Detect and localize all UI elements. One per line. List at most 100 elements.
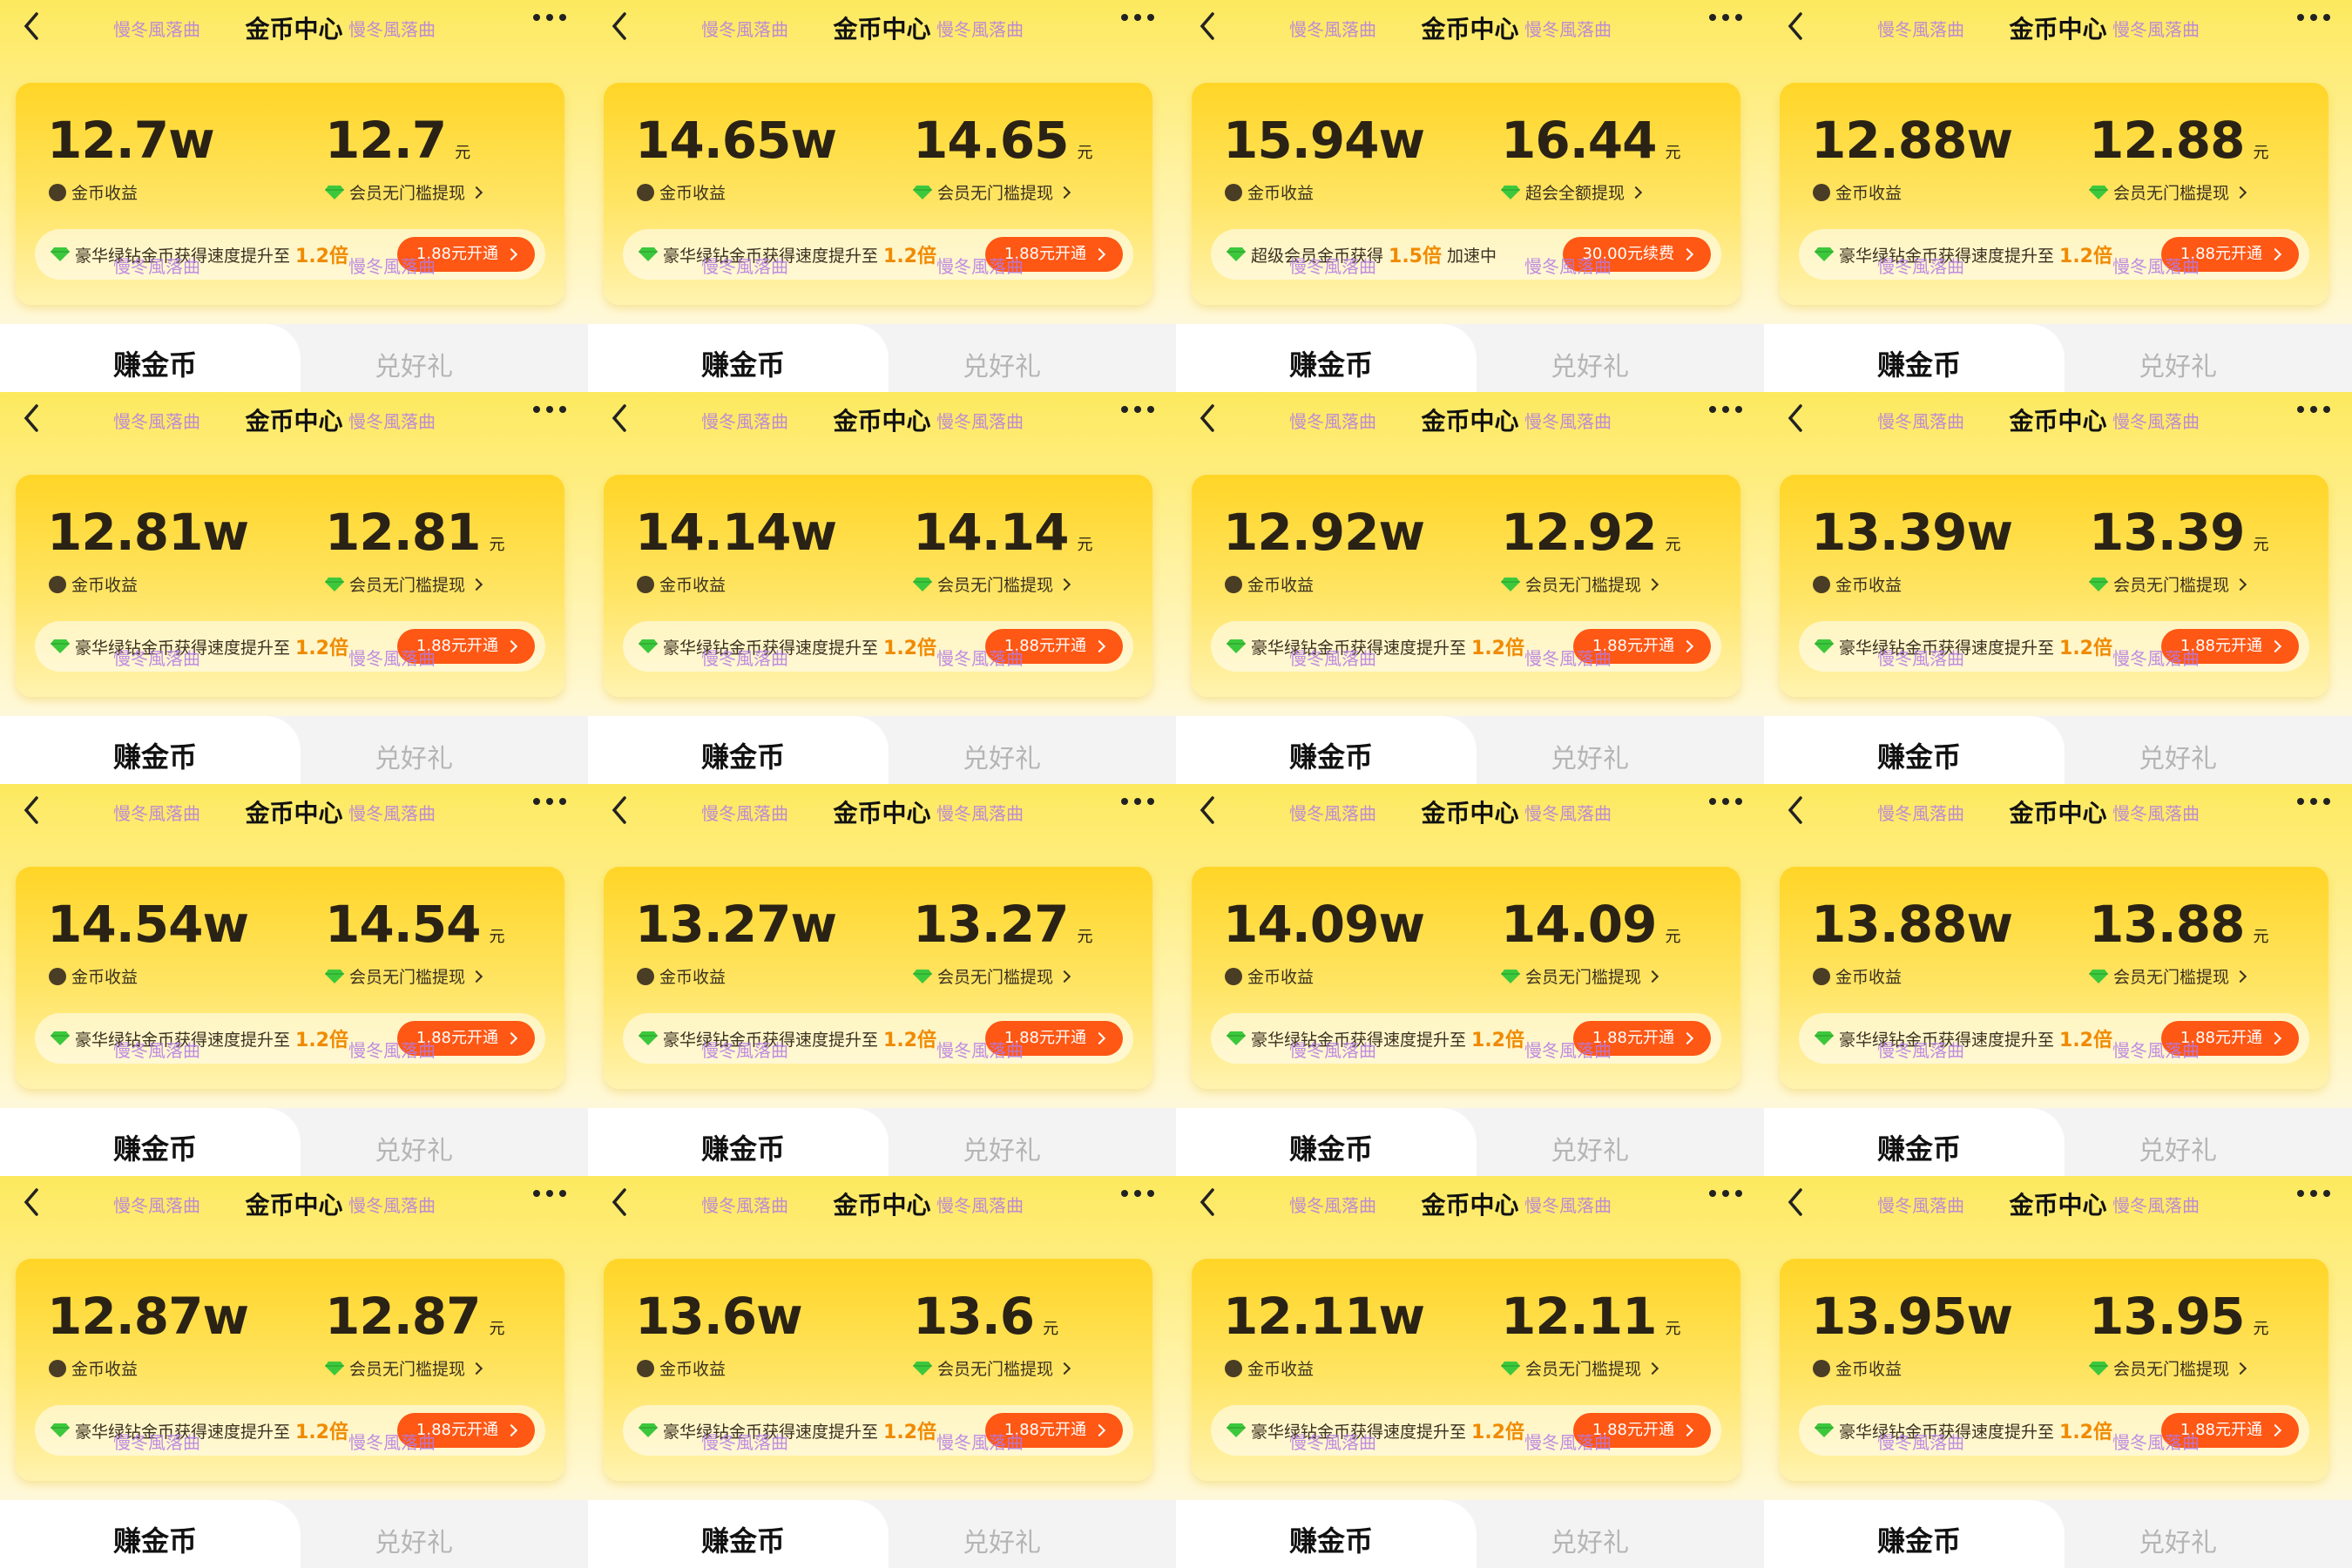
back-button[interactable] [1197,402,1218,434]
withdraw-link[interactable]: 会员无门槛提现 [2089,180,2247,204]
tab-redeem[interactable]: 兑好礼 [963,1136,1041,1166]
tab-earn[interactable]: 赚金币 [1289,740,1374,774]
withdraw-link[interactable]: 会员无门槛提现 [913,180,1071,204]
more-button[interactable] [2296,12,2331,23]
withdraw-link[interactable]: 会员无门槛提现 [2089,964,2247,988]
back-button[interactable] [1197,1186,1218,1218]
more-button[interactable] [532,404,567,415]
tab-earn[interactable]: 赚金币 [1877,348,1962,382]
more-button[interactable] [1708,796,1743,807]
back-button[interactable] [1785,10,1806,42]
tab-earn[interactable]: 赚金币 [1877,1524,1962,1558]
more-button[interactable] [1708,12,1743,23]
promo-button[interactable]: 1.88元开通 [984,1413,1123,1448]
more-button[interactable] [2296,404,2331,415]
back-button[interactable] [21,402,42,434]
promo-button[interactable]: 1.88元开通 [2160,1021,2299,1056]
more-button[interactable] [1120,12,1155,23]
withdraw-link[interactable]: 会员无门槛提现 [2089,572,2247,596]
promo-button[interactable]: 1.88元开通 [396,629,535,664]
promo-button[interactable]: 1.88元开通 [1572,1413,1711,1448]
tab-earn[interactable]: 赚金币 [701,740,786,774]
tab-earn[interactable]: 赚金币 [1877,740,1962,774]
back-button[interactable] [1197,10,1218,42]
withdraw-link[interactable]: 会员无门槛提现 [1501,964,1659,988]
tab-earn[interactable]: 赚金币 [701,1132,786,1166]
promo-button[interactable]: 1.88元开通 [2160,1413,2299,1448]
back-button[interactable] [21,794,42,826]
back-button[interactable] [21,10,42,42]
tab-redeem[interactable]: 兑好礼 [1551,352,1629,382]
tab-redeem[interactable]: 兑好礼 [963,1528,1041,1558]
tab-earn[interactable]: 赚金币 [1289,348,1374,382]
withdraw-link[interactable]: 会员无门槛提现 [913,964,1071,988]
tab-redeem[interactable]: 兑好礼 [963,352,1041,382]
withdraw-link[interactable]: 会员无门槛提现 [1501,1356,1659,1380]
tab-earn[interactable]: 赚金币 [113,348,198,382]
withdraw-link[interactable]: 会员无门槛提现 [913,572,1071,596]
promo-button[interactable]: 1.88元开通 [2160,237,2299,272]
promo-button[interactable]: 1.88元开通 [984,1021,1123,1056]
withdraw-link[interactable]: 会员无门槛提现 [325,180,483,204]
tab-redeem[interactable]: 兑好礼 [375,1136,453,1166]
promo-button[interactable]: 1.88元开通 [984,237,1123,272]
tab-earn[interactable]: 赚金币 [701,348,786,382]
withdraw-link[interactable]: 会员无门槛提现 [325,572,483,596]
tab-earn[interactable]: 赚金币 [1289,1524,1374,1558]
more-button[interactable] [532,12,567,23]
tab-redeem[interactable]: 兑好礼 [2139,352,2217,382]
back-button[interactable] [21,1186,42,1218]
back-button[interactable] [609,10,630,42]
promo-button[interactable]: 1.88元开通 [984,629,1123,664]
more-button[interactable] [2296,796,2331,807]
withdraw-link[interactable]: 超会全额提现 [1501,180,1643,204]
tab-redeem[interactable]: 兑好礼 [1551,744,1629,774]
tab-earn[interactable]: 赚金币 [113,740,198,774]
tab-redeem[interactable]: 兑好礼 [375,1528,453,1558]
tab-redeem[interactable]: 兑好礼 [375,744,453,774]
back-button[interactable] [609,794,630,826]
more-button[interactable] [532,1188,567,1199]
tab-redeem[interactable]: 兑好礼 [375,352,453,382]
promo-button[interactable]: 1.88元开通 [1572,1021,1711,1056]
tab-redeem[interactable]: 兑好礼 [2139,1136,2217,1166]
more-button[interactable] [1120,796,1155,807]
withdraw-link[interactable]: 会员无门槛提现 [2089,1356,2247,1380]
promo-button[interactable]: 1.88元开通 [396,1413,535,1448]
back-button[interactable] [609,402,630,434]
tab-earn[interactable]: 赚金币 [701,1524,786,1558]
promo-button[interactable]: 1.88元开通 [1572,629,1711,664]
tab-earn[interactable]: 赚金币 [1289,1132,1374,1166]
tab-redeem[interactable]: 兑好礼 [1551,1136,1629,1166]
page-title: 金币中心 [833,407,931,436]
withdraw-link[interactable]: 会员无门槛提现 [325,964,483,988]
more-button[interactable] [2296,1188,2331,1199]
withdraw-link[interactable]: 会员无门槛提现 [1501,572,1659,596]
back-button[interactable] [1785,1186,1806,1218]
tab-earn[interactable]: 赚金币 [113,1524,198,1558]
promo-button[interactable]: 1.88元开通 [2160,629,2299,664]
back-button[interactable] [1785,794,1806,826]
promo-button[interactable]: 30.00元续费 [1563,237,1711,272]
tab-redeem[interactable]: 兑好礼 [2139,744,2217,774]
promo-button-label: 1.88元开通 [1592,1029,1674,1047]
promo-button[interactable]: 1.88元开通 [396,1021,535,1056]
tab-redeem[interactable]: 兑好礼 [1551,1528,1629,1558]
promo-button[interactable]: 1.88元开通 [396,237,535,272]
more-button[interactable] [1120,404,1155,415]
back-button[interactable] [609,1186,630,1218]
tab-earn[interactable]: 赚金币 [113,1132,198,1166]
withdraw-link[interactable]: 会员无门槛提现 [913,1356,1071,1380]
diamond-icon [1227,639,1246,653]
coin-icon [1813,183,1830,201]
tab-earn[interactable]: 赚金币 [1877,1132,1962,1166]
tab-redeem[interactable]: 兑好礼 [963,744,1041,774]
more-button[interactable] [1120,1188,1155,1199]
back-button[interactable] [1785,402,1806,434]
withdraw-link[interactable]: 会员无门槛提现 [325,1356,483,1380]
more-button[interactable] [532,796,567,807]
tab-redeem[interactable]: 兑好礼 [2139,1528,2217,1558]
more-button[interactable] [1708,404,1743,415]
back-button[interactable] [1197,794,1218,826]
more-button[interactable] [1708,1188,1743,1199]
